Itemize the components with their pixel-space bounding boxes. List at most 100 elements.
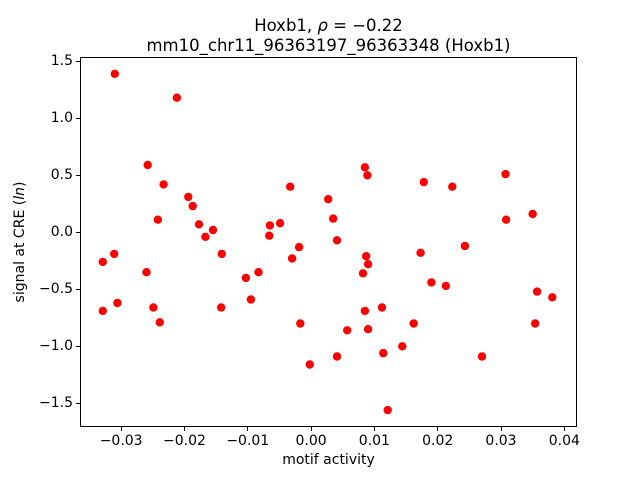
scatter-point (441, 281, 451, 291)
scatter-point (501, 215, 511, 224)
scatter-point (287, 254, 297, 263)
scatter-point (265, 221, 275, 230)
scatter-point (416, 248, 425, 257)
scatter-point (188, 201, 197, 211)
y-tick-label: −0.5 (39, 281, 73, 298)
scatter-point (377, 303, 387, 312)
scatter-point (460, 241, 470, 251)
x-tick-mark (373, 427, 375, 431)
y-tick-label: 1.5 (50, 53, 73, 70)
x-tick-mark (500, 427, 502, 431)
plot-area (80, 57, 577, 427)
scatter-point (110, 69, 120, 79)
scatter-point (194, 220, 204, 229)
scatter-point (254, 268, 263, 277)
scatter-point (217, 303, 226, 312)
scatter-point (332, 352, 342, 361)
x-tick-label: 0.04 (548, 433, 580, 449)
scatter-point (329, 214, 338, 223)
title-correlation-value: = −0.22 (327, 16, 403, 35)
scatter-point (172, 93, 182, 102)
scatter-point (286, 182, 295, 191)
x-tick-label: −0.03 (99, 433, 143, 449)
scatter-point (360, 163, 370, 172)
scatter-point (501, 169, 510, 179)
scatter-point (265, 231, 274, 240)
y-tick-label: 0.5 (50, 167, 73, 184)
scatter-point (362, 252, 371, 261)
x-tick-label: −0.01 (226, 433, 270, 449)
scatter-point (398, 342, 407, 351)
scatter-point (149, 303, 158, 312)
chart-title-line2: mm10_chr11_96363197_96363348 (Hoxb1) (146, 36, 511, 55)
x-tick-label: 0.00 (295, 433, 327, 449)
scatter-point (358, 269, 368, 278)
scatter-point (201, 232, 210, 241)
scatter-point (143, 160, 152, 170)
scatter-point (332, 236, 342, 245)
y-tick-mark (76, 231, 80, 233)
x-axis-label: motif activity (282, 452, 375, 468)
scatter-point (208, 225, 218, 235)
scatter-point (383, 405, 392, 415)
y-tick-label: 0.0 (50, 224, 73, 241)
scatter-point (548, 293, 557, 302)
x-tick-mark (120, 427, 122, 431)
chart-title-line1: Hoxb1, ρ = −0.22 (80, 16, 577, 36)
scatter-point (343, 326, 352, 335)
y-tick-label: −1.5 (39, 395, 73, 412)
title-gene: Hoxb1, (254, 16, 318, 35)
scatter-point (159, 180, 168, 189)
scatter-point (153, 215, 163, 224)
scatter-point (296, 319, 305, 328)
y-tick-mark (76, 174, 80, 176)
scatter-point (360, 306, 370, 316)
scatter-point (142, 268, 151, 277)
scatter-point (531, 319, 540, 328)
rho-symbol: ρ (317, 16, 328, 35)
scatter-point (184, 192, 193, 202)
scatter-point (217, 249, 226, 259)
scatter-point (532, 287, 542, 296)
scatter-point (113, 298, 122, 308)
x-tick-label: 0.01 (358, 433, 390, 449)
scatter-point (477, 352, 487, 361)
scatter-point (294, 242, 304, 252)
y-tick-label: 1.0 (50, 110, 73, 127)
chart-title: Hoxb1, ρ = −0.22 mm10_chr11_96363197_963… (80, 16, 577, 56)
scatter-point (110, 249, 119, 259)
y-tick-label: −1.0 (39, 338, 73, 355)
x-tick-mark (183, 427, 185, 431)
y-tick-mark (76, 117, 80, 119)
x-tick-mark (247, 427, 249, 431)
x-tick-mark (563, 427, 565, 431)
x-tick-mark (310, 427, 312, 431)
y-tick-mark (76, 60, 80, 62)
scatter-point (275, 219, 285, 228)
scatter-point (246, 295, 256, 304)
scatter-point (379, 348, 388, 358)
x-tick-label: 0.03 (485, 433, 517, 449)
scatter-point (528, 209, 537, 219)
scatter-point (241, 273, 251, 283)
scatter-point (409, 319, 418, 328)
scatter-point (305, 360, 314, 369)
y-tick-mark (76, 288, 80, 290)
scatter-point (98, 257, 108, 267)
scatter-point (363, 325, 373, 334)
scatter-point (419, 177, 428, 187)
scatter-point (427, 278, 436, 287)
scatter-point (363, 171, 372, 180)
scatter-point (363, 260, 373, 269)
x-tick-label: −0.02 (163, 433, 206, 449)
scatter-point (155, 318, 164, 327)
x-tick-mark (437, 427, 439, 431)
y-tick-mark (76, 402, 80, 404)
x-tick-label: 0.02 (422, 433, 454, 449)
y-tick-mark (76, 345, 80, 347)
scatter-point (324, 195, 333, 204)
scatter-point (448, 182, 457, 191)
scatter-point (98, 306, 108, 316)
